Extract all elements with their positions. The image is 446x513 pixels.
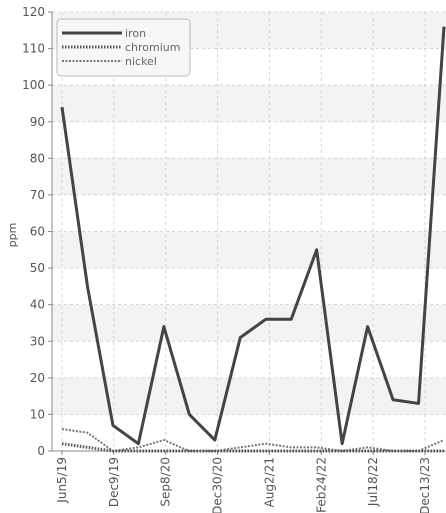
plot-band xyxy=(52,121,446,159)
series-line-chromium xyxy=(61,442,444,453)
y-tick-label: 120 xyxy=(22,5,45,19)
x-tick-label: Feb24/22 xyxy=(314,457,328,513)
y-axis-title: ppm xyxy=(6,223,19,248)
x-tick-label: Dec30/20 xyxy=(211,457,225,513)
plot-band xyxy=(52,268,446,305)
y-tick-label: 80 xyxy=(30,151,45,165)
legend-label-chromium: chromium xyxy=(125,41,181,54)
y-tick-label: 50 xyxy=(30,261,45,275)
x-axis-ticks: Jun5/19 Dec9/19 Sep8/20 Dec30/20 Aug2/21 Feb2… xyxy=(55,451,432,513)
x-tick-label: Sep8/20 xyxy=(159,457,173,507)
x-tick-label: Dec9/19 xyxy=(107,457,121,507)
y-tick-label: 0 xyxy=(37,444,45,458)
series-lines xyxy=(60,26,446,453)
plot-band xyxy=(52,231,446,269)
series-line-nickel xyxy=(61,428,445,452)
y-tick-label: 110 xyxy=(22,42,45,56)
plot-band xyxy=(52,158,446,195)
y-tick-label: 100 xyxy=(22,78,45,92)
plot-background xyxy=(52,12,446,451)
legend-label-nickel: nickel xyxy=(125,55,157,68)
plot-band xyxy=(52,414,446,451)
plot-band xyxy=(52,341,446,378)
plot-band xyxy=(52,85,446,122)
plot-band xyxy=(52,377,446,415)
legend-label-iron: iron xyxy=(125,27,146,40)
y-tick-label: 40 xyxy=(30,298,45,312)
y-tick-label: 60 xyxy=(30,225,45,239)
x-tick-label: Aug2/21 xyxy=(262,457,276,507)
y-tick-label: 30 xyxy=(30,334,45,348)
y-tick-label: 20 xyxy=(30,371,45,385)
x-tick-label: Dec13/23 xyxy=(418,457,432,513)
y-tick-label: 10 xyxy=(30,407,45,421)
y-axis-ticks: 0 10 20 30 40 50 60 70 80 90 100 110 120 xyxy=(22,5,52,458)
y-tick-label: 70 xyxy=(30,188,45,202)
x-tick-label: Jun5/19 xyxy=(55,457,69,504)
y-tick-label: 90 xyxy=(30,115,45,129)
plot-band xyxy=(52,194,446,232)
plot-band xyxy=(52,304,446,342)
x-tick-label: Jul18/22 xyxy=(366,457,380,507)
series-line-iron xyxy=(60,26,446,446)
